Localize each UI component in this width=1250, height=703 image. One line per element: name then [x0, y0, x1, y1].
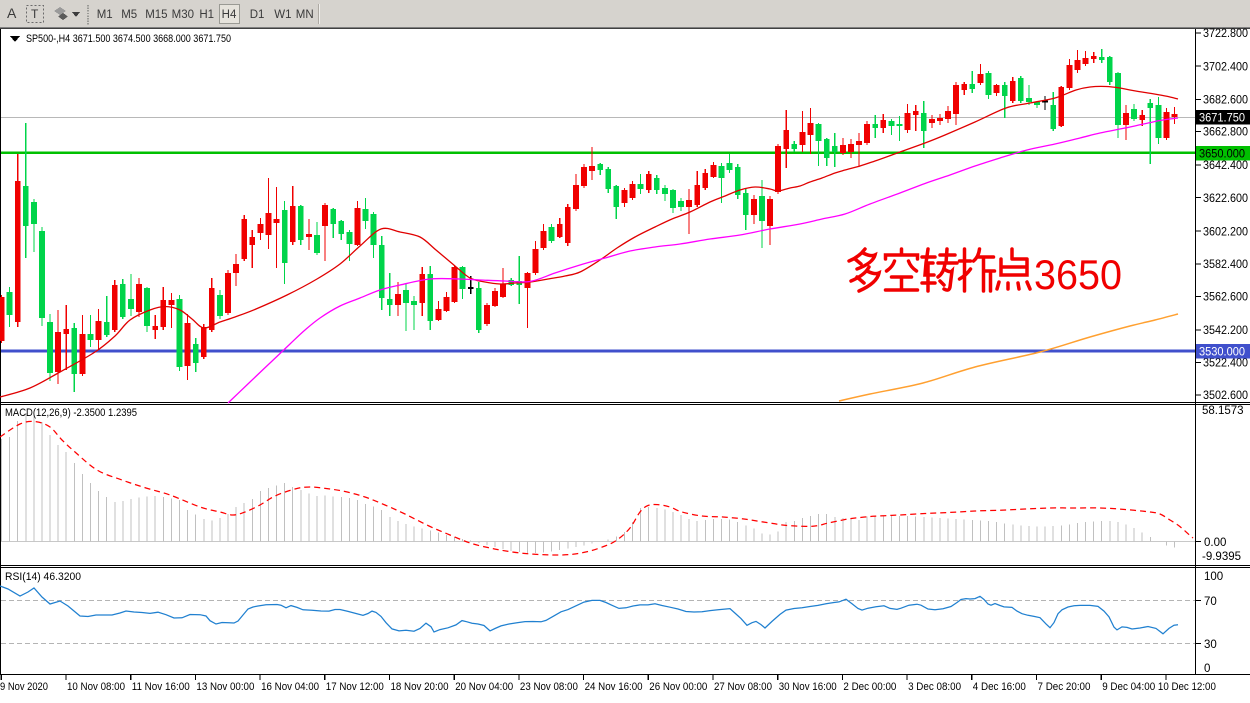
svg-text:3562.600: 3562.600	[1203, 292, 1248, 304]
svg-text:H1: H1	[199, 9, 214, 21]
svg-text:16 Nov 04:00: 16 Nov 04:00	[261, 681, 319, 693]
svg-text:13 Nov 00:00: 13 Nov 00:00	[196, 681, 254, 693]
svg-text:30 Nov 16:00: 30 Nov 16:00	[779, 681, 837, 693]
svg-text:3622.600: 3622.600	[1203, 193, 1248, 205]
svg-text:3650.000: 3650.000	[1199, 149, 1245, 161]
svg-text:W1: W1	[274, 9, 291, 21]
svg-text:D1: D1	[250, 9, 265, 21]
svg-text:2 Dec 00:00: 2 Dec 00:00	[843, 681, 896, 693]
svg-text:23 Nov 08:00: 23 Nov 08:00	[520, 681, 578, 693]
svg-text:M5: M5	[121, 9, 137, 21]
svg-text:0.00: 0.00	[1204, 537, 1226, 549]
svg-text:18 Nov 20:00: 18 Nov 20:00	[391, 681, 449, 693]
svg-text:3522.400: 3522.400	[1203, 358, 1248, 370]
svg-text:3671.750: 3671.750	[1199, 113, 1245, 125]
svg-text:9 Nov 2020: 9 Nov 2020	[0, 681, 48, 693]
svg-text:4 Dec 16:00: 4 Dec 16:00	[973, 681, 1026, 693]
svg-text:SP500-,H4 3671.500 3674.500 3: SP500-,H4 3671.500 3674.500 3668.000 367…	[26, 33, 231, 45]
svg-text:27 Nov 08:00: 27 Nov 08:00	[714, 681, 772, 693]
svg-text:-9.9395: -9.9395	[1202, 551, 1241, 563]
svg-text:3530.000: 3530.000	[1199, 347, 1245, 359]
svg-text:7 Dec 20:00: 7 Dec 20:00	[1038, 681, 1091, 693]
svg-text:M30: M30	[172, 9, 194, 21]
svg-text:T: T	[31, 7, 39, 21]
svg-text:3662.800: 3662.800	[1203, 127, 1248, 139]
svg-text:3502.600: 3502.600	[1203, 390, 1248, 402]
svg-text:3650: 3650	[1034, 251, 1122, 298]
svg-text:58.1573: 58.1573	[1202, 405, 1244, 417]
svg-text:3682.600: 3682.600	[1203, 95, 1248, 107]
svg-text:11 Nov 16:00: 11 Nov 16:00	[132, 681, 190, 693]
svg-text:3702.400: 3702.400	[1203, 61, 1248, 73]
svg-text:3582.400: 3582.400	[1203, 259, 1248, 271]
svg-text:RSI(14) 46.3200: RSI(14) 46.3200	[5, 571, 81, 583]
svg-text:M1: M1	[97, 9, 113, 21]
svg-text:24 Nov 16:00: 24 Nov 16:00	[585, 681, 643, 693]
svg-text:10 Dec 12:00: 10 Dec 12:00	[1158, 681, 1216, 693]
svg-text:H4: H4	[222, 9, 237, 21]
svg-text:10 Nov 08:00: 10 Nov 08:00	[67, 681, 125, 693]
svg-text:MACD(12,26,9) -2.3500 1.2395: MACD(12,26,9) -2.3500 1.2395	[5, 407, 137, 419]
svg-text:30: 30	[1204, 639, 1217, 651]
svg-text:3542.200: 3542.200	[1203, 325, 1248, 337]
svg-text:20 Nov 04:00: 20 Nov 04:00	[455, 681, 513, 693]
svg-text:3602.200: 3602.200	[1203, 226, 1248, 238]
svg-text:70: 70	[1204, 596, 1217, 608]
svg-text:A: A	[7, 5, 17, 21]
svg-text:3722.800: 3722.800	[1203, 28, 1248, 40]
svg-text:0: 0	[1204, 663, 1210, 675]
svg-text:9 Dec 04:00: 9 Dec 04:00	[1102, 681, 1155, 693]
svg-text:3 Dec 08:00: 3 Dec 08:00	[908, 681, 961, 693]
svg-text:26 Nov 00:00: 26 Nov 00:00	[649, 681, 707, 693]
svg-text:MN: MN	[296, 9, 314, 21]
svg-text:3642.400: 3642.400	[1203, 160, 1248, 172]
svg-text:17 Nov 12:00: 17 Nov 12:00	[326, 681, 384, 693]
svg-text:M15: M15	[145, 9, 167, 21]
svg-text:100: 100	[1204, 571, 1223, 583]
